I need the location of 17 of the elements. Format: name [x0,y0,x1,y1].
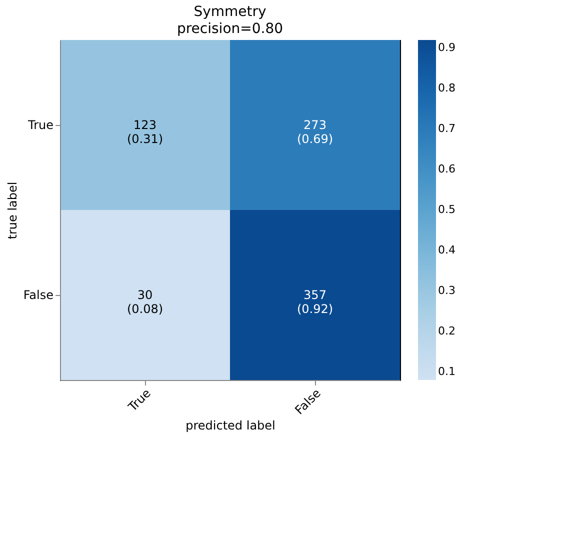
data-label: 273 (0.69) [296,118,334,146]
color-bar-label: 0.4 [438,243,456,256]
data-label: 123 (0.31) [126,118,164,146]
chart-subtitle: precision=0.80 [176,21,284,37]
color-bar-label: 0.2 [438,324,456,338]
chart-title: Symmetry [194,4,266,20]
data-label: 30 (0.08) [126,288,164,316]
x-axis-title: predicted label [186,418,276,433]
color-bar-label: 0.8 [438,82,456,95]
color-bar-label: 0.7 [438,122,456,136]
color-bar-label: 0.9 [438,41,456,54]
color-bar-label: 0.6 [438,162,456,176]
data-label: 357 (0.92) [296,288,334,316]
color-bar-label: 0.5 [438,203,456,216]
y-axis-title: true label [5,182,20,240]
color-bar-label: 0.3 [438,284,456,297]
color-bar-label: 0.1 [438,364,456,378]
